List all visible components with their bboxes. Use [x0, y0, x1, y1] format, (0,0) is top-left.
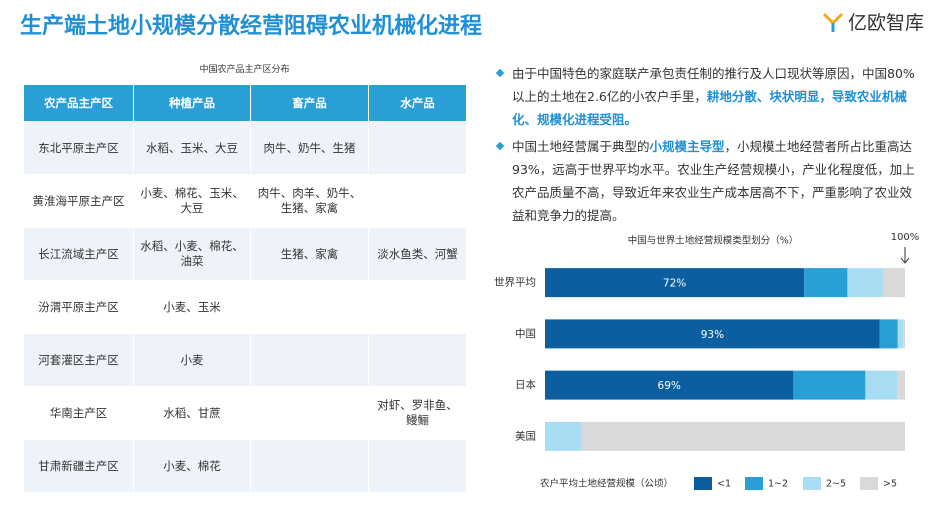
data-label: 69%: [658, 380, 681, 392]
table-cell: 水稻、玉米、大豆: [133, 121, 251, 175]
table-cell: 黄淮海平原主产区: [23, 174, 134, 228]
data-label: 72%: [663, 278, 686, 290]
table-cell: [250, 280, 369, 334]
annotation: 100%: [891, 232, 920, 243]
y-tick-label: 世界平均: [494, 277, 536, 289]
bar-segment: [545, 319, 880, 349]
table-cell: 长江流域主产区: [23, 227, 134, 281]
bullet-text: ，小规模土地经营者所占比重高达93%，远高于世界平均水平。农业生产经营规模小，产…: [512, 139, 915, 223]
logo: 亿欧智库: [822, 8, 924, 35]
header-cell: 农产品主产区: [23, 84, 134, 122]
bar-segment: [903, 319, 905, 349]
bar-segment: [883, 268, 905, 298]
table-cell: [368, 174, 467, 228]
table-cell: 汾渭平原主产区: [23, 280, 134, 334]
bullet: 由于中国特色的家庭联产承包责任制的推行及人口现状等原因，中国80%以上的土地在2…: [495, 62, 920, 131]
table-caption: 中国农产品主产区分布: [199, 65, 290, 75]
header-row: 农产品主产区 种植产品 畜产品 水产品: [23, 84, 467, 122]
table-cell: 小麦、玉米: [133, 280, 251, 334]
y-tick-label: 日本: [515, 378, 536, 391]
table-cell: 小麦、棉花: [133, 439, 251, 493]
table-row: 甘肃新疆主产区 小麦、棉花: [23, 439, 467, 493]
table-cell: 小麦: [133, 333, 251, 387]
table-cell: [250, 333, 369, 387]
bar-segment: [897, 370, 905, 400]
legend-label: 1~2: [768, 479, 788, 490]
table-cell: 华南主产区: [23, 386, 134, 440]
annotation-arrow: [900, 247, 910, 264]
table-cell: [368, 333, 467, 387]
bar-segment: [804, 268, 848, 298]
legend-label: >5: [883, 479, 897, 490]
bar-segment: [545, 370, 794, 400]
legend-swatch: [860, 477, 878, 490]
logo-text: 亿欧智库: [848, 12, 925, 34]
table-cell: 水稻、甘蔗: [133, 386, 251, 440]
table-cell: 淡水鱼类、河蟹: [368, 227, 467, 281]
bullet: 中国土地经营属于典型的小规模主导型，小规模土地经营者所占比重高达93%，远高于世…: [495, 135, 920, 227]
legend-swatch: [803, 477, 821, 490]
table-row: 河套灌区主产区 小麦: [23, 333, 467, 387]
table-cell: [250, 386, 369, 440]
legend-swatch: [745, 477, 763, 490]
table-row: 华南主产区 水稻、甘蔗 对虾、罗非鱼、鳗鲡: [23, 386, 467, 440]
table-cell: [368, 121, 467, 175]
bar-segment: [793, 370, 866, 400]
bar-segment: [897, 319, 904, 349]
bar-segment: [545, 268, 805, 298]
table-cell: [368, 280, 467, 334]
bar-segment: [545, 421, 581, 451]
highlight-text: 耕地分散、块状明显，导致农业机械化、规模化进程受阻。: [512, 89, 907, 127]
chart-title: 中国与世界土地经营规模类型划分（%）: [628, 235, 799, 247]
table-cell: 河套灌区主产区: [23, 333, 134, 387]
table-cell: 肉牛、肉羊、奶牛、生猪、家禽: [250, 174, 369, 228]
data-label: 93%: [701, 329, 724, 341]
table-cell: 肉牛、奶牛、生猪: [250, 121, 369, 175]
table-cell: 甘肃新疆主产区: [23, 439, 134, 493]
legend-swatch: [694, 477, 712, 490]
table: 农产品主产区 种植产品 畜产品 水产品 东北平原主产区 水稻、玉米、大豆 肉牛、奶牛、生猪…: [23, 84, 467, 493]
bullet-text: 由于中国特色的家庭联产承包责任制的推行及人口现状等原因，中国80%以上的土地在2…: [512, 66, 915, 104]
table-cell: [250, 439, 369, 493]
table-row: 汾渭平原主产区 小麦、玉米: [23, 280, 467, 334]
page-title: 生产端土地小规模分散经营阻碍农业机械化进程: [20, 14, 483, 39]
legend-label: <1: [717, 479, 731, 490]
bullet-marker: [495, 68, 505, 78]
table-row: 黄淮海平原主产区 小麦、棉花、玉米、大豆 肉牛、肉羊、奶牛、生猪、家禽: [23, 174, 467, 228]
bullet-marker: [495, 141, 505, 151]
y-tick-label: 美国: [515, 429, 536, 442]
table-row: 东北平原主产区 水稻、玉米、大豆 肉牛、奶牛、生猪: [23, 121, 467, 175]
table-cell: 生猪、家禽: [250, 227, 369, 281]
logo-icon: [822, 12, 844, 32]
header-cell: 水产品: [368, 84, 467, 122]
header-cell: 畜产品: [250, 84, 369, 122]
table-cell: [368, 439, 467, 493]
bullet-text: 中国土地经营属于典型的: [512, 139, 650, 154]
table-cell: 小麦、棉花、玉米、大豆: [133, 174, 251, 228]
bar-segment: [879, 319, 898, 349]
table-cell: 水稻、小麦、棉花、油菜: [133, 227, 251, 281]
bar-segment: [847, 268, 884, 298]
bar-segment: [581, 421, 905, 451]
y-tick-label: 中国: [515, 327, 536, 340]
highlight-text: 小规模主导型: [649, 139, 725, 154]
bar-segment: [865, 370, 898, 400]
legend-title: 农户平均土地经营规模（公顷）: [540, 478, 673, 490]
table-cell: 东北平原主产区: [23, 121, 134, 175]
header-cell: 种植产品: [133, 84, 251, 122]
table-row: 长江流域主产区 水稻、小麦、棉花、油菜 生猪、家禽 淡水鱼类、河蟹: [23, 227, 467, 281]
table-cell: 对虾、罗非鱼、鳗鲡: [368, 386, 467, 440]
legend-label: 2~5: [826, 479, 846, 490]
